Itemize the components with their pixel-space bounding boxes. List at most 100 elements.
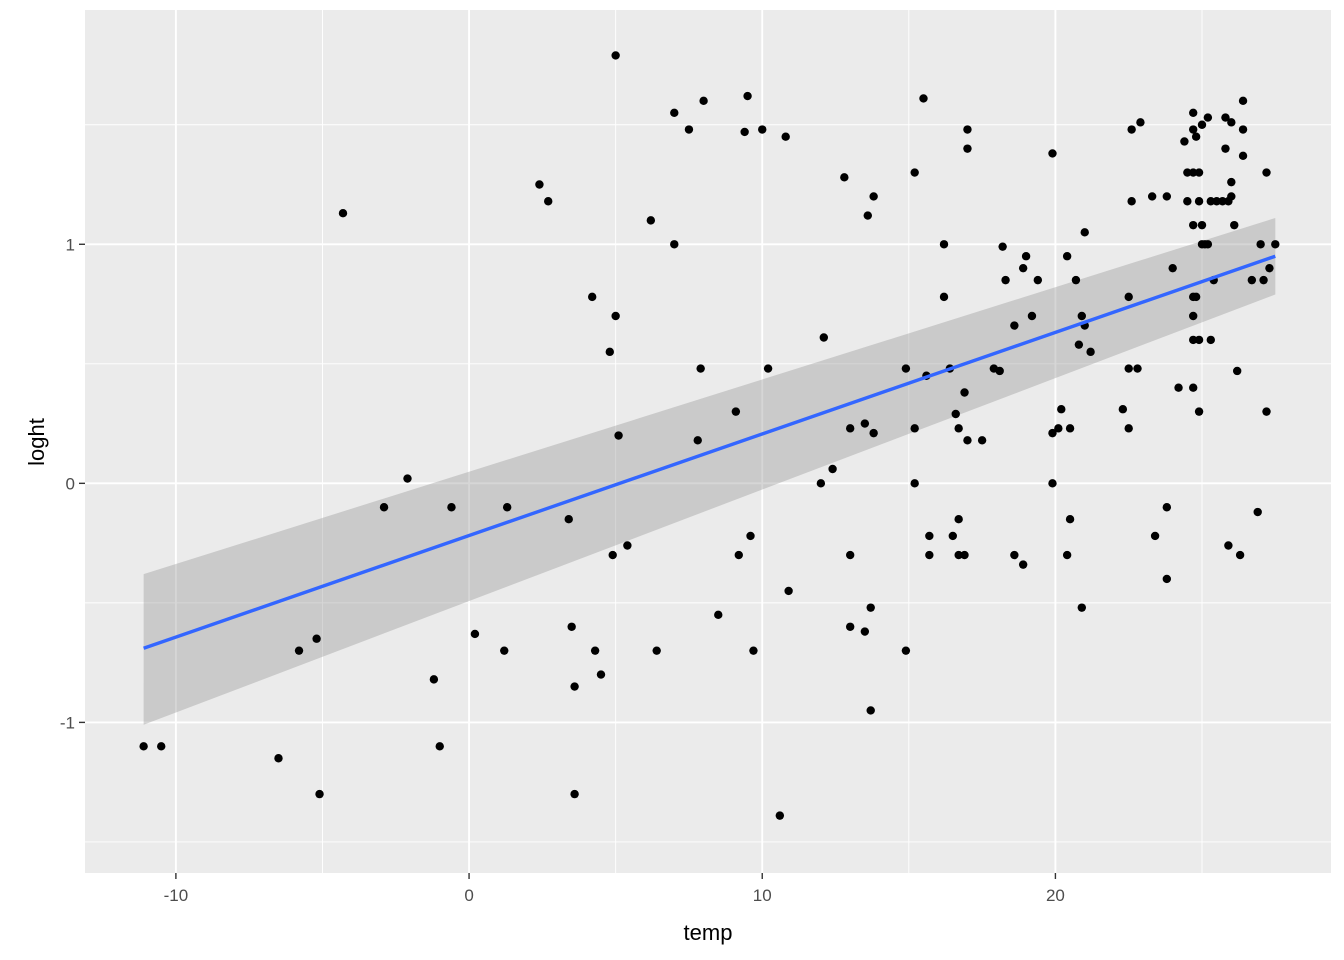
x-axis-ticks: -10 0 10 20 — [164, 873, 1065, 905]
data-point — [1086, 347, 1095, 357]
data-points — [139, 51, 1280, 820]
data-point — [157, 742, 166, 751]
data-point — [995, 366, 1004, 376]
data-point — [763, 364, 773, 373]
data-point — [544, 197, 553, 206]
data-point — [1194, 197, 1204, 206]
data-point — [1218, 197, 1227, 206]
data-point — [1077, 603, 1087, 612]
data-point — [1033, 275, 1043, 285]
data-point — [693, 436, 702, 445]
data-point — [1127, 125, 1136, 134]
data-point — [338, 208, 348, 218]
data-point — [1206, 197, 1215, 206]
data-point — [699, 96, 708, 106]
data-point — [646, 216, 656, 225]
data-point — [652, 646, 661, 655]
data-point — [312, 634, 321, 643]
data-point — [1227, 118, 1236, 127]
data-point — [564, 514, 573, 524]
data-point — [781, 132, 790, 141]
data-point — [901, 364, 911, 373]
data-point — [919, 94, 928, 103]
data-point — [567, 622, 576, 631]
data-point — [816, 479, 826, 488]
data-point — [954, 550, 963, 560]
x-tick-label: -10 — [164, 886, 189, 905]
data-point — [1080, 228, 1089, 237]
data-point — [1054, 424, 1063, 433]
major-gridlines — [85, 10, 1331, 873]
data-point — [1048, 149, 1057, 158]
data-point — [1048, 428, 1057, 438]
data-point — [1197, 220, 1207, 230]
data-point — [1206, 335, 1215, 345]
data-point — [743, 91, 752, 101]
data-point — [139, 742, 148, 751]
y-tick-label: -1 — [60, 713, 75, 732]
data-point — [1194, 335, 1204, 345]
data-point — [840, 173, 849, 182]
data-point — [731, 407, 741, 416]
data-point — [1124, 292, 1133, 302]
data-point — [614, 431, 623, 440]
data-point — [845, 424, 855, 433]
data-point — [1180, 137, 1189, 146]
data-point — [963, 144, 972, 153]
data-point — [925, 531, 934, 541]
data-point — [1189, 125, 1198, 134]
data-point — [1253, 507, 1262, 517]
data-point — [1194, 168, 1204, 177]
data-point — [1227, 192, 1236, 201]
data-point — [1203, 240, 1213, 249]
y-tick-label: 0 — [66, 474, 75, 493]
data-point — [939, 240, 949, 249]
data-point — [1232, 366, 1242, 376]
data-point — [1074, 340, 1084, 349]
data-point — [860, 419, 870, 428]
data-point — [608, 550, 617, 560]
data-point — [939, 292, 949, 302]
data-point — [963, 125, 972, 134]
data-point — [1224, 541, 1233, 550]
data-point — [587, 292, 597, 302]
data-point — [1010, 550, 1019, 560]
data-point — [1183, 197, 1192, 206]
data-point — [998, 242, 1007, 251]
data-point — [1238, 125, 1248, 134]
data-point — [866, 603, 875, 612]
data-point — [954, 424, 963, 433]
data-point — [605, 347, 614, 357]
data-point — [535, 180, 544, 189]
y-axis-ticks: -1 0 1 — [60, 235, 85, 732]
data-point — [1227, 177, 1236, 187]
x-tick-label: 20 — [1046, 886, 1065, 905]
data-point — [1136, 118, 1145, 127]
data-point — [611, 311, 620, 321]
data-point — [429, 675, 439, 684]
data-point — [1048, 479, 1057, 488]
data-point — [869, 428, 878, 438]
data-point — [734, 550, 743, 560]
data-point — [1189, 168, 1198, 177]
data-point — [1018, 560, 1028, 569]
minor-gridlines — [85, 10, 1331, 873]
data-point — [1127, 197, 1136, 206]
data-point — [784, 586, 793, 596]
data-point — [749, 646, 758, 655]
data-point — [960, 388, 969, 397]
plot-panel — [85, 10, 1331, 873]
data-point — [1118, 405, 1128, 414]
data-point — [746, 531, 755, 541]
data-point — [819, 333, 829, 342]
data-point — [590, 646, 600, 655]
data-point — [502, 503, 512, 512]
data-point — [1065, 424, 1075, 433]
data-point — [623, 541, 632, 550]
data-point — [1194, 407, 1204, 416]
data-point — [951, 409, 960, 419]
x-tick-label: 0 — [464, 886, 473, 905]
data-point — [1001, 275, 1010, 285]
data-point — [1238, 151, 1248, 161]
data-point — [1262, 407, 1271, 416]
